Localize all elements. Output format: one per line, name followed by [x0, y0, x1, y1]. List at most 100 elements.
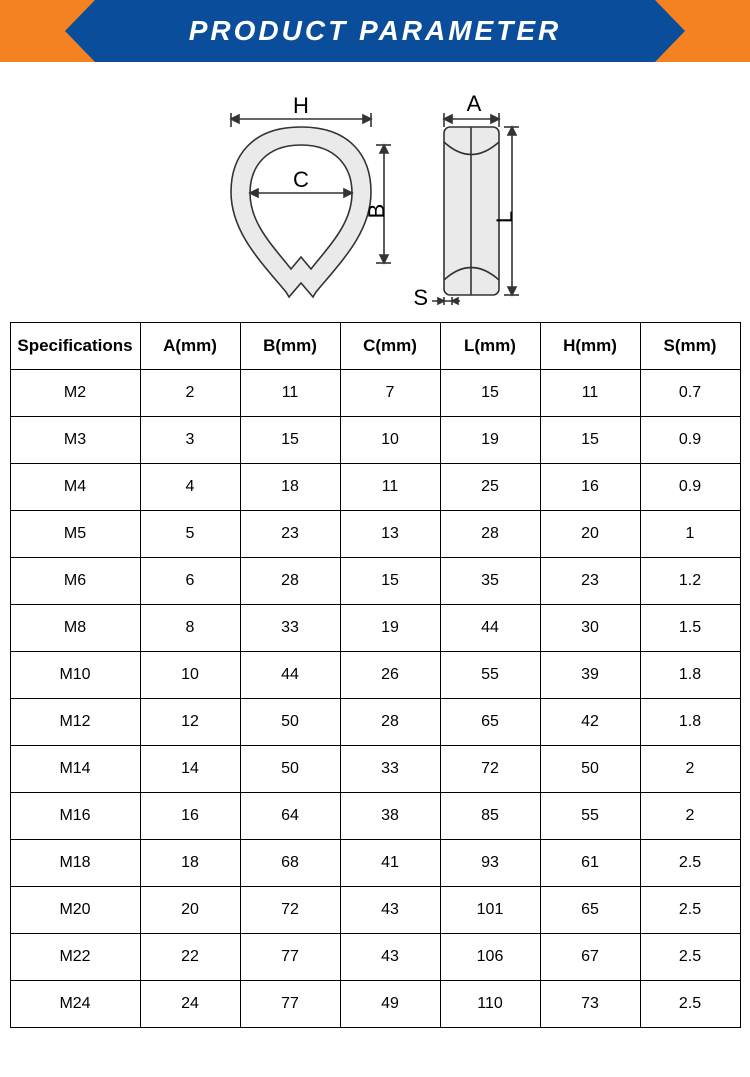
table-cell: M8 [10, 605, 140, 652]
title-banner: PRODUCT PARAMETER [0, 0, 750, 62]
table-cell: 110 [440, 981, 540, 1028]
table-cell: 50 [240, 746, 340, 793]
diagram-label-A: A [467, 91, 482, 116]
table-row: M33151019150.9 [10, 417, 740, 464]
table-cell: 44 [440, 605, 540, 652]
table-cell: 11 [340, 464, 440, 511]
table-cell: M14 [10, 746, 140, 793]
table-cell: 2.5 [640, 934, 740, 981]
table-cell: M3 [10, 417, 140, 464]
table-cell: 68 [240, 840, 340, 887]
table-cell: 106 [440, 934, 540, 981]
table-cell: 41 [340, 840, 440, 887]
table-cell: 35 [440, 558, 540, 605]
table-header-cell: C(mm) [340, 323, 440, 370]
table-header-cell: B(mm) [240, 323, 340, 370]
table-cell: 77 [240, 934, 340, 981]
table-row: M20207243101652.5 [10, 887, 740, 934]
diagram-side-view: A L S [404, 87, 544, 307]
table-cell: 65 [540, 887, 640, 934]
table-row: M55231328201 [10, 511, 740, 558]
table-cell: 33 [340, 746, 440, 793]
table-header-cell: Specifications [10, 323, 140, 370]
table-cell: M2 [10, 370, 140, 417]
table-row: M24247749110732.5 [10, 981, 740, 1028]
table-cell: M4 [10, 464, 140, 511]
table-cell: 16 [540, 464, 640, 511]
table-cell: 101 [440, 887, 540, 934]
diagram-label-B: B [364, 204, 389, 219]
diagram-label-S: S [413, 285, 428, 307]
table-cell: 16 [140, 793, 240, 840]
table-cell: 1.5 [640, 605, 740, 652]
table-header-row: SpecificationsA(mm)B(mm)C(mm)L(mm)H(mm)S… [10, 323, 740, 370]
table-cell: 55 [540, 793, 640, 840]
table-cell: M24 [10, 981, 140, 1028]
table-cell: 13 [340, 511, 440, 558]
table-cell: 49 [340, 981, 440, 1028]
table-cell: 28 [340, 699, 440, 746]
diagram-label-H: H [293, 93, 309, 118]
table-cell: 26 [340, 652, 440, 699]
table-cell: M22 [10, 934, 140, 981]
table-row: M1818684193612.5 [10, 840, 740, 887]
table-cell: 1 [640, 511, 740, 558]
table-cell: 67 [540, 934, 640, 981]
table-row: M88331944301.5 [10, 605, 740, 652]
table-cell: M5 [10, 511, 140, 558]
table-cell: 38 [340, 793, 440, 840]
table-cell: 39 [540, 652, 640, 699]
table-cell: 65 [440, 699, 540, 746]
table-cell: 22 [140, 934, 240, 981]
table-cell: 15 [540, 417, 640, 464]
table-row: M1616643885552 [10, 793, 740, 840]
table-row: M66281535231.2 [10, 558, 740, 605]
table-header-cell: A(mm) [140, 323, 240, 370]
table-cell: 1.8 [640, 652, 740, 699]
table-cell: 0.9 [640, 417, 740, 464]
table-cell: 61 [540, 840, 640, 887]
table-cell: 10 [340, 417, 440, 464]
table-cell: 0.9 [640, 464, 740, 511]
table-cell: 50 [540, 746, 640, 793]
spec-table-body: M2211715110.7M33151019150.9M44181125160.… [10, 370, 740, 1028]
table-cell: 28 [440, 511, 540, 558]
table-cell: 2.5 [640, 887, 740, 934]
diagram-label-C: C [293, 167, 309, 192]
table-row: M22227743106672.5 [10, 934, 740, 981]
table-header-cell: S(mm) [640, 323, 740, 370]
table-cell: 85 [440, 793, 540, 840]
table-cell: 42 [540, 699, 640, 746]
table-cell: 2.5 [640, 840, 740, 887]
table-cell: 43 [340, 887, 440, 934]
table-cell: 2 [640, 793, 740, 840]
table-cell: 19 [440, 417, 540, 464]
table-cell: M12 [10, 699, 140, 746]
table-row: M1414503372502 [10, 746, 740, 793]
table-cell: 72 [240, 887, 340, 934]
table-cell: 4 [140, 464, 240, 511]
table-cell: 23 [540, 558, 640, 605]
table-cell: 25 [440, 464, 540, 511]
table-cell: 2.5 [640, 981, 740, 1028]
table-cell: 11 [240, 370, 340, 417]
table-cell: 72 [440, 746, 540, 793]
table-cell: 23 [240, 511, 340, 558]
table-cell: M6 [10, 558, 140, 605]
table-header-cell: H(mm) [540, 323, 640, 370]
table-cell: 11 [540, 370, 640, 417]
table-cell: 30 [540, 605, 640, 652]
table-cell: 7 [340, 370, 440, 417]
table-cell: 2 [140, 370, 240, 417]
table-cell: M18 [10, 840, 140, 887]
table-cell: 0.7 [640, 370, 740, 417]
table-row: M2211715110.7 [10, 370, 740, 417]
table-cell: 20 [140, 887, 240, 934]
table-cell: 24 [140, 981, 240, 1028]
technical-diagram: H C B [0, 62, 750, 312]
table-header-cell: L(mm) [440, 323, 540, 370]
table-cell: 44 [240, 652, 340, 699]
spec-table-head: SpecificationsA(mm)B(mm)C(mm)L(mm)H(mm)S… [10, 323, 740, 370]
table-cell: 15 [240, 417, 340, 464]
table-cell: 2 [640, 746, 740, 793]
